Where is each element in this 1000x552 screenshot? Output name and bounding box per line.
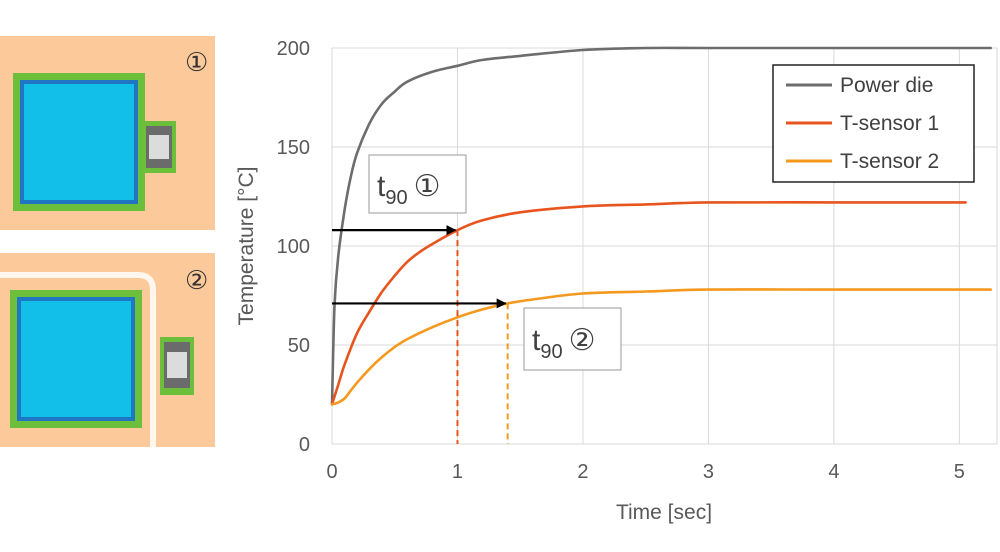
y-tick-label-100: 100 — [277, 236, 310, 258]
legend-label-t-sensor-2: T-sensor 2 — [840, 150, 939, 173]
y-tick-label-150: 150 — [277, 137, 310, 159]
legend-label-t-sensor-1: T-sensor 1 — [840, 112, 939, 135]
t90-label-1-sub: 90 — [385, 187, 407, 209]
t90-box-2: t90 ② — [523, 307, 622, 371]
power-die-body-2 — [21, 301, 131, 417]
t90-label-1-t: t — [377, 170, 386, 203]
y-axis-label: Temperature [°C] — [235, 167, 258, 326]
y-tick-label-200: 200 — [277, 38, 310, 60]
t90-box-1-frame — [368, 154, 467, 214]
t90-label-1: t90 ① — [377, 169, 441, 209]
series-line-t-sensor-2 — [330, 288, 992, 406]
power-die-body-1 — [24, 84, 134, 200]
x-axis-label: Time [sec] — [616, 501, 712, 524]
layout-panel-1: ① — [0, 36, 215, 230]
t90-label-2-t: t — [532, 324, 541, 357]
x-tick-label-2: 2 — [577, 461, 588, 483]
t90-label-2-marker: ② — [569, 323, 596, 358]
t90-label-2-sub: 90 — [540, 341, 562, 363]
isolation-trench — [0, 272, 156, 447]
sensor-body-2 — [167, 352, 187, 378]
y-tick-label-50: 50 — [288, 335, 310, 357]
legend: Power die T-sensor 1 T-sensor 2 — [772, 64, 975, 183]
x-tick-label-5: 5 — [954, 461, 965, 483]
y-tick-label-0: 0 — [299, 434, 310, 456]
series-lines — [330, 46, 992, 406]
x-tick-label-0: 0 — [326, 461, 337, 483]
y-tick-labels: 0 50 100 150 200 — [277, 38, 310, 456]
sensor-body-1 — [149, 135, 169, 159]
series-line-t-sensor-1 — [330, 200, 967, 406]
legend-label-power-die: Power die — [840, 74, 933, 97]
panel-2-label: ② — [185, 266, 208, 296]
x-tick-label-3: 3 — [703, 461, 714, 483]
t90-label-1-marker: ① — [414, 169, 441, 204]
t90-box-1: t90 ① — [368, 154, 467, 214]
layout-diagram: ① ② — [0, 36, 215, 447]
t90-label-2: t90 ② — [532, 323, 596, 363]
t90-box-2-frame — [523, 307, 622, 371]
series-line-power-die — [330, 46, 992, 406]
temperature-chart: 0 1 2 3 4 5 0 50 100 150 200 Time [sec] Temperatu… — [235, 38, 998, 524]
panel-1-label: ① — [185, 48, 208, 78]
layout-panel-2: ② — [0, 253, 215, 447]
x-tick-label-1: 1 — [452, 461, 463, 483]
x-tick-label-4: 4 — [828, 461, 839, 483]
t90-annotations — [332, 225, 509, 444]
x-tick-labels: 0 1 2 3 4 5 — [326, 461, 964, 483]
